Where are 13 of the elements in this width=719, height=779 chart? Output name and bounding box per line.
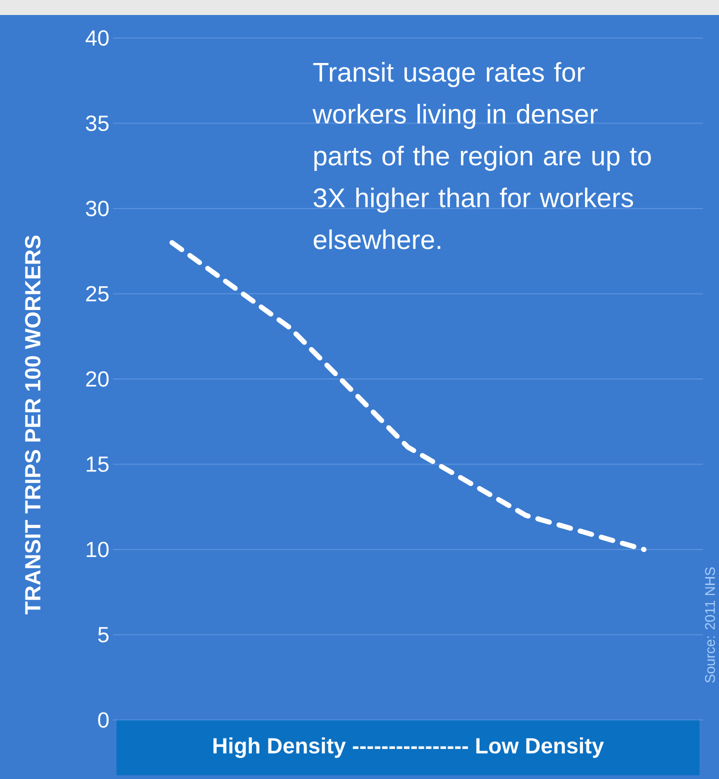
y-tick-label: 10 [86,542,109,558]
y-axis-title: TRANSIT TRIPS PER 100 WORKERS [24,236,41,614]
y-tick-label: 20 [86,371,109,387]
y-tick-label: 5 [98,627,109,642]
y-tick-label: 40 [86,30,109,46]
y-tick-label: 30 [86,200,109,216]
annotation: Transit usage rates for workers living in denser parts of the region are up to 3X higher than for workers elsewhere. [312,62,651,250]
y-tick-label: 0 [98,712,109,728]
y-tick-label: 15 [86,456,109,472]
source-note: Source: 2011 NHS [705,567,715,683]
x-axis-title: High Density ---------------- Low Density [213,737,604,758]
y-tick-label: 35 [86,115,109,132]
y-tick-label: 25 [86,286,109,302]
